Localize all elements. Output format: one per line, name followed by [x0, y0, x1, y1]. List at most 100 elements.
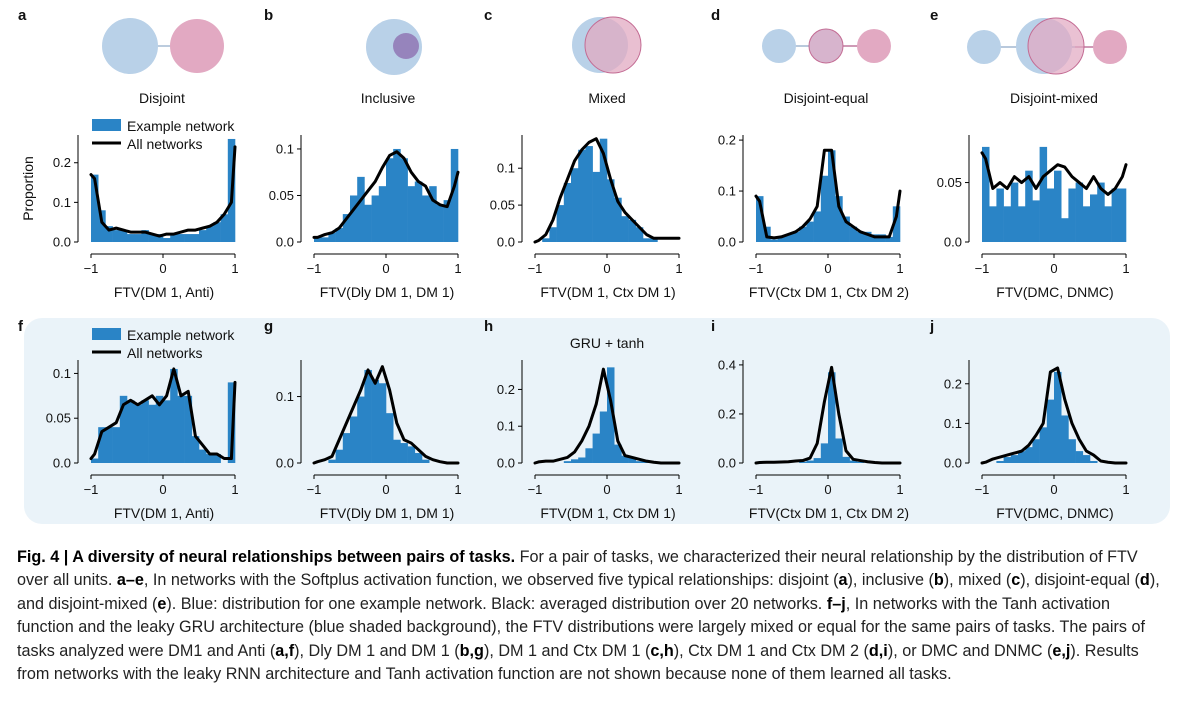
histogram-bar [1090, 461, 1098, 463]
histogram-bar [328, 232, 336, 242]
histogram-bar [643, 238, 651, 242]
panel-b: b Inclusive 0.0 0.05 0.1 −1 0 1 FTV(Dly DM 1, DM… [264, 7, 462, 300]
histogram-bar [820, 175, 829, 242]
x-axis-label: FTV(Ctx DM 1, Ctx DM 2) [749, 284, 909, 300]
histogram-bar [443, 200, 452, 242]
histogram-bar [350, 416, 358, 463]
histogram-bar [592, 433, 601, 463]
histogram-bar [393, 148, 401, 242]
x-tick-label: −1 [84, 261, 99, 276]
histogram-bar [414, 453, 423, 463]
panel-e: e Disjoint-mixed 0.0 0.05 −1 0 1 FTV(DMC, DNMC) [930, 7, 1130, 300]
venn-diagrams [102, 16, 1127, 75]
panel-g: g 0.0 0.1 −1 0 1 FTV(Dly DM 1, DM 1) [264, 318, 462, 521]
histogram-bar [635, 461, 644, 463]
y-tick-label: 0.2 [718, 133, 736, 148]
histogram-bar [1025, 447, 1033, 463]
histogram-bar [599, 138, 608, 242]
y-tick-label: 0.0 [944, 235, 962, 250]
histogram-bar [127, 400, 135, 463]
panel-letter: a [18, 7, 27, 24]
y-tick-label: 0.0 [53, 235, 71, 250]
figure-canvas: a Disjoint 0.0 0.1 0.2 −1 0 1 FTV(DM 1, Anti) Pro… [18, 7, 1170, 524]
histogram-bar [98, 210, 106, 242]
histogram-bar [321, 237, 329, 242]
panel-letter: f [18, 318, 24, 335]
histogram-bar [1003, 457, 1012, 463]
histogram-bar [450, 148, 459, 242]
y-tick-label: 0.4 [718, 357, 736, 372]
histogram-bar [556, 205, 565, 242]
x-tick-label: 0 [159, 482, 166, 497]
panel-letter: b [264, 7, 273, 24]
histogram-bar [614, 444, 622, 463]
histogram-bar [614, 197, 622, 242]
histogram-bar [571, 168, 579, 242]
venn-circle-task2 [584, 16, 642, 74]
x-tick-label: 0 [824, 261, 831, 276]
histogram-bar [414, 181, 423, 242]
caption-panel-ref: e [157, 594, 167, 613]
histogram-bar [621, 455, 629, 463]
venn-label: Disjoint-mixed [1010, 90, 1098, 106]
histogram-bar [378, 186, 387, 242]
histogram-bar [1075, 451, 1084, 463]
legend-label-example: Example network [127, 118, 235, 134]
histogram-bar [400, 158, 408, 242]
histogram-bar [393, 439, 401, 463]
x-tick-label: 0 [382, 482, 389, 497]
x-tick-label: −1 [749, 261, 764, 276]
histogram-bar [134, 404, 142, 463]
histogram-bar [1061, 218, 1069, 242]
x-axis-label: FTV(DMC, DNMC) [996, 505, 1113, 521]
histogram-bar [1025, 170, 1033, 242]
all-networks-line [312, 150, 460, 239]
histogram-bar [163, 238, 171, 242]
histogram-bar [112, 427, 121, 463]
venn-label: Mixed [588, 90, 625, 106]
x-tick-label: 0 [382, 261, 389, 276]
all-networks-line [89, 145, 237, 238]
histogram-bar [119, 230, 128, 242]
venn-circle-task2-core [808, 28, 844, 64]
histogram-bar [996, 461, 1004, 463]
histogram-bar [1018, 206, 1026, 242]
all-networks-line [533, 137, 681, 244]
caption-panel-ref: b,g [459, 641, 484, 660]
histogram-bar [813, 211, 822, 242]
histogram-bar [191, 234, 200, 242]
histogram-bar [91, 458, 99, 463]
y-tick-label: 0.0 [944, 456, 962, 471]
y-tick-label: 0.2 [718, 406, 736, 421]
x-tick-label: −1 [975, 261, 990, 276]
histogram-bar [184, 395, 193, 463]
panel-letter: g [264, 318, 273, 335]
histogram-bar [835, 438, 843, 463]
histogram-bar [571, 459, 579, 463]
histogram-bar [806, 221, 814, 242]
histogram-bar [813, 458, 822, 463]
histogram-bar [386, 158, 394, 242]
histogram-bar [650, 238, 658, 242]
histogram-bar [585, 146, 593, 242]
histogram-bar [820, 443, 829, 463]
histogram-bar [842, 456, 850, 463]
caption-panel-ref: d,i [868, 641, 888, 660]
histogram-bar [1061, 415, 1069, 463]
histogram-bar [856, 231, 865, 242]
y-tick-label: 0.1 [276, 389, 294, 404]
histogram-bar [342, 214, 351, 242]
histogram-bar [177, 395, 185, 463]
histogram-bar [1111, 188, 1120, 242]
histogram-bar [357, 176, 365, 242]
y-tick-label: 0.1 [497, 419, 515, 434]
histogram-bar [213, 454, 221, 463]
histogram-bar [628, 219, 637, 242]
all-networks-line [754, 148, 902, 240]
histogram-bar [371, 195, 380, 242]
histogram-bar [335, 449, 344, 463]
panel-f: f 0.0 0.05 0.1 −1 0 1 FTV(DM 1, Anti) Example ne… [18, 318, 239, 521]
histogram-bar [170, 368, 178, 463]
x-axis-label: FTV(DM 1, Anti) [114, 505, 214, 521]
